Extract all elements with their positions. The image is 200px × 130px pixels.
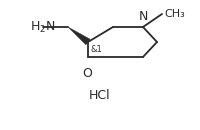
Polygon shape — [68, 27, 90, 45]
Text: $\mathregular{H_2N}$: $\mathregular{H_2N}$ — [30, 20, 56, 35]
Text: N: N — [138, 10, 148, 23]
Text: O: O — [82, 67, 92, 80]
Text: &1: &1 — [90, 45, 102, 54]
Text: HCl: HCl — [89, 89, 111, 102]
Text: CH₃: CH₃ — [164, 9, 185, 19]
